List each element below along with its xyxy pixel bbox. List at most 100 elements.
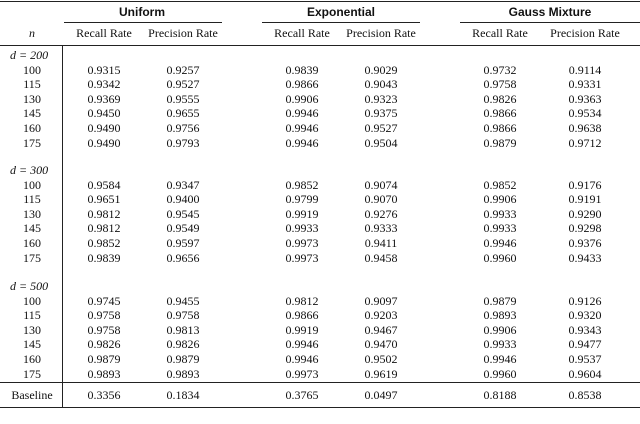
cell: 0.9826 [166,337,200,352]
cell: 0.9758 [166,308,200,323]
cell: 0.9074 [364,177,398,192]
cell: 0.9756 [166,120,200,135]
cell: 0.9502 [364,351,398,366]
cell: 0.9712 [568,135,602,150]
column-header: Precision Rate [550,26,620,40]
row-label: Baseline [11,388,53,402]
row-label: 160 [23,120,41,135]
cell: 0.9490 [87,135,121,150]
section-label: d = 500 [10,279,49,293]
cell: 0.9470 [364,337,398,352]
cell: 0.3356 [87,388,121,402]
cell: 0.9758 [87,322,121,337]
cell: 0.9879 [166,351,200,366]
row-label: 130 [23,91,41,106]
cell: 0.1834 [166,388,200,402]
cell: 0.9097 [364,293,398,308]
row-label: 130 [23,322,41,337]
cell: 0.9839 [87,250,121,265]
row-label: 100 [23,177,41,192]
cell: 0.9946 [483,351,517,366]
column-header: Precision Rate [148,26,218,40]
cell: 0.9866 [285,77,319,92]
cell: 0.9070 [364,192,398,207]
cell: 0.9826 [483,91,517,106]
cell: 0.9555 [166,91,200,106]
cell: 0.9400 [166,192,200,207]
cell: 0.9455 [166,293,200,308]
row-label: 130 [23,206,41,221]
cell: 0.9290 [568,206,602,221]
cell: 0.9347 [166,177,200,192]
cell: 0.9893 [483,308,517,323]
cell: 0.9933 [483,337,517,352]
cell: 0.9333 [364,221,398,236]
cell: 0.9906 [483,322,517,337]
row-label: 175 [23,250,41,265]
column-header: Recall Rate [472,26,528,40]
cell: 0.9745 [87,293,121,308]
row-label: 145 [23,106,41,121]
row-label: 115 [23,308,41,323]
group-rule [64,22,222,23]
cell: 0.9893 [87,366,121,381]
cell: 0.9467 [364,322,398,337]
cell: 0.9433 [568,250,602,265]
cell: 0.9946 [285,351,319,366]
cell: 0.9651 [87,192,121,207]
cell: 0.9946 [285,106,319,121]
cell: 0.9114 [568,62,602,77]
cell: 0.9298 [568,221,602,236]
row-label: 175 [23,135,41,150]
cell: 0.9376 [568,235,602,250]
section-label: d = 300 [10,163,49,177]
section-label: d = 200 [10,48,49,62]
group-header: Uniform [119,5,165,19]
cell: 0.9933 [285,221,319,236]
cell: 0.9799 [285,192,319,207]
cell: 0.9126 [568,293,602,308]
cell: 0.9477 [568,337,602,352]
cell: 0.3765 [285,388,319,402]
cell: 0.9879 [483,135,517,150]
cell: 0.9866 [483,106,517,121]
cell: 0.9732 [483,62,517,77]
cell: 0.9852 [87,235,121,250]
cell: 0.9534 [568,106,602,121]
row-label: 175 [23,366,41,381]
cell: 0.9527 [166,77,200,92]
row-label: 160 [23,351,41,366]
cell: 0.9946 [285,135,319,150]
cell: 0.9893 [166,366,200,381]
group-header: Exponential [306,5,376,19]
group-rule [262,22,420,23]
cell: 0.9043 [364,77,398,92]
cell: 0.9411 [364,235,398,250]
cell: 0.9946 [483,235,517,250]
cell: 0.9906 [483,192,517,207]
cell: 0.9315 [87,62,121,77]
cell: 0.9490 [87,120,121,135]
cell: 0.9191 [568,192,602,207]
cell: 0.9276 [364,206,398,221]
cell: 0.9866 [285,308,319,323]
cell: 0.9852 [285,177,319,192]
row-label: 145 [23,337,41,352]
cell: 0.9866 [483,120,517,135]
row-label: 100 [23,62,41,77]
cell: 0.9029 [364,62,398,77]
row-label: 160 [23,235,41,250]
cell: 0.9852 [483,177,517,192]
cell: 0.9906 [285,91,319,106]
cell: 0.9839 [285,62,319,77]
column-rule [62,45,63,407]
column-header: Recall Rate [274,26,330,40]
row-label: 115 [23,77,41,92]
column-header: Recall Rate [76,26,132,40]
cell: 0.9879 [87,351,121,366]
cell: 0.9973 [285,250,319,265]
row-label: 100 [23,293,41,308]
cell: 0.9537 [568,351,602,366]
cell: 0.9450 [87,106,121,121]
cell: 0.9758 [483,77,517,92]
